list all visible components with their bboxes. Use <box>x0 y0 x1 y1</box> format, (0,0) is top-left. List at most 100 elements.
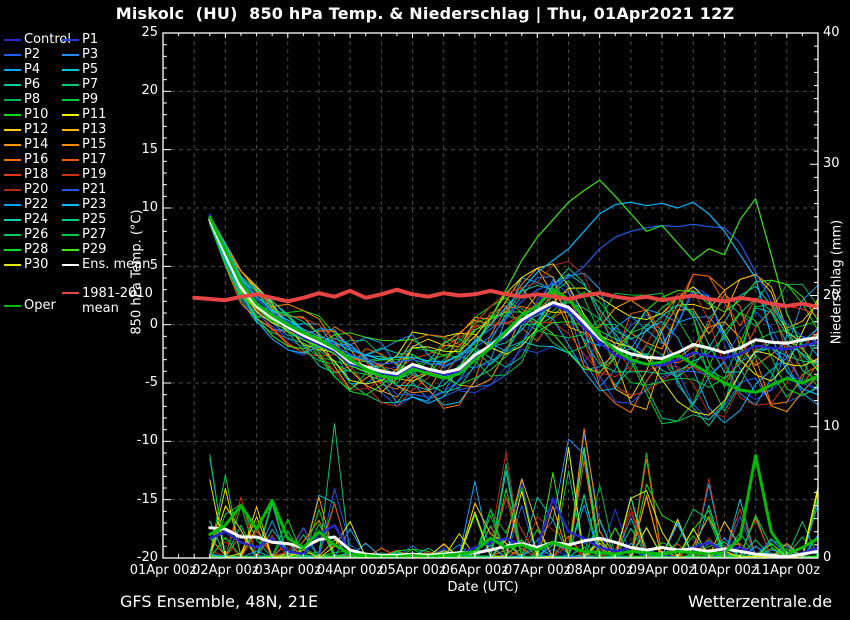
legend-swatch <box>4 173 21 176</box>
legend-item-p17: P17 <box>62 152 106 167</box>
legend-swatch <box>62 53 79 56</box>
legend-label: P9 <box>82 92 99 107</box>
legend-item-p19: P19 <box>62 167 106 182</box>
legend-swatch <box>62 248 79 251</box>
temp-tick-label: 20 <box>141 83 158 99</box>
legend-item-p25: P25 <box>62 212 106 227</box>
temp-tick-label: -10 <box>136 433 158 449</box>
legend-item-p14: P14 <box>4 137 48 152</box>
legend-swatch <box>62 38 79 41</box>
temp-tick-label: 15 <box>141 141 158 157</box>
legend-swatch <box>4 68 21 71</box>
legend-swatch <box>62 203 79 206</box>
legend-item-p16: P16 <box>4 152 48 167</box>
date-tick-label: 08Apr 00z <box>566 563 633 578</box>
legend-label: P5 <box>82 62 99 77</box>
legend-swatch <box>4 218 21 221</box>
legend-swatch <box>62 158 79 161</box>
legend-label: P21 <box>82 182 107 197</box>
legend-label: P26 <box>24 227 49 242</box>
legend-label: P22 <box>24 197 49 212</box>
legend-swatch <box>62 143 79 146</box>
date-tick-label: 10Apr 00z <box>691 563 758 578</box>
precip-tick-label: 0 <box>823 550 832 565</box>
precip-tick-label: 30 <box>823 156 840 172</box>
legend-label: P3 <box>82 47 99 62</box>
legend-label: P7 <box>82 77 99 92</box>
precip-tick-label: 20 <box>823 287 840 303</box>
legend-item-p7: P7 <box>62 77 98 92</box>
legend-item-p4: P4 <box>4 62 40 77</box>
legend-swatch <box>62 188 79 191</box>
climate-mean-swatch <box>62 292 79 294</box>
legend-label: P23 <box>82 197 107 212</box>
precip-tick-label: 40 <box>823 25 840 40</box>
legend-label: P17 <box>82 152 107 167</box>
legend-item-p12: P12 <box>4 122 48 137</box>
legend-swatch <box>4 158 21 161</box>
precip-axis-label: Niederschlag (mm) <box>829 219 845 345</box>
legend-label: Control <box>24 32 71 47</box>
legend-item-p3: P3 <box>62 47 98 62</box>
legend-swatch <box>62 68 79 71</box>
legend-item-p28: P28 <box>4 242 48 257</box>
date-tick-label: 11Apr 00z <box>753 563 821 578</box>
legend-label: P28 <box>24 242 49 257</box>
legend-item-p8: P8 <box>4 92 40 107</box>
temp-tick-label: -15 <box>136 491 158 507</box>
legend-label: P1 <box>82 32 99 47</box>
legend-label: P2 <box>24 47 41 62</box>
legend-item-p29: P29 <box>62 242 106 257</box>
legend-label: P19 <box>82 167 107 182</box>
date-tick-label: 09Apr 00z <box>628 563 696 578</box>
legend-item-p30: P30 <box>4 257 48 272</box>
legend-label: P15 <box>82 137 107 152</box>
legend-item-p23: P23 <box>62 197 106 212</box>
legend-label: P6 <box>24 77 41 92</box>
legend-item-p22: P22 <box>4 197 48 212</box>
legend-swatch <box>4 233 21 236</box>
legend-label: P30 <box>24 257 49 272</box>
legend-swatch <box>4 83 21 86</box>
legend-item-p26: P26 <box>4 227 48 242</box>
model-run-info: GFS Ensemble, 48N, 21E <box>120 592 319 611</box>
legend-swatch <box>62 173 79 176</box>
legend-label: P25 <box>82 212 107 227</box>
date-tick-label: 05Apr 00z <box>379 563 446 578</box>
legend-item-p5: P5 <box>62 62 98 77</box>
legend-swatch <box>62 113 79 116</box>
legend-item-ens-mean: Ens. mean <box>62 257 150 272</box>
legend-swatch <box>4 128 21 131</box>
legend-swatch <box>4 188 21 191</box>
date-axis-label: Date (UTC) <box>447 580 519 595</box>
legend-label: P27 <box>82 227 107 242</box>
legend-item-p24: P24 <box>4 212 48 227</box>
legend-swatch <box>4 113 21 116</box>
temp-tick-label: 25 <box>141 25 158 40</box>
legend-item-oper: Oper <box>4 298 56 313</box>
temp-tick-label: 10 <box>141 200 158 215</box>
legend-item-p20: P20 <box>4 182 48 197</box>
date-tick-label: 03Apr 00z <box>254 563 322 578</box>
legend-swatch <box>4 263 21 266</box>
date-tick-label: 04Apr 00z <box>316 563 384 578</box>
legend-swatch <box>4 248 21 251</box>
legend-item-p18: P18 <box>4 167 48 182</box>
legend-label: P4 <box>24 62 41 77</box>
legend-item-control: Control <box>4 32 71 47</box>
legend-swatch <box>62 218 79 221</box>
legend-label: P24 <box>24 212 49 227</box>
precip-tick-label: 10 <box>823 418 840 434</box>
temp-tick-label: -5 <box>145 375 158 390</box>
page-title: Miskolc (HU) 850 hPa Temp. & Niederschla… <box>115 4 735 23</box>
legend-swatch <box>4 98 21 101</box>
legend-item-p27: P27 <box>62 227 106 242</box>
legend-label: P18 <box>24 167 49 182</box>
legend-label: P8 <box>24 92 41 107</box>
oper-swatch <box>4 304 21 307</box>
legend-label: Ens. mean <box>82 257 151 272</box>
legend-item-p2: P2 <box>4 47 40 62</box>
legend-oper-label: Oper <box>24 298 56 313</box>
